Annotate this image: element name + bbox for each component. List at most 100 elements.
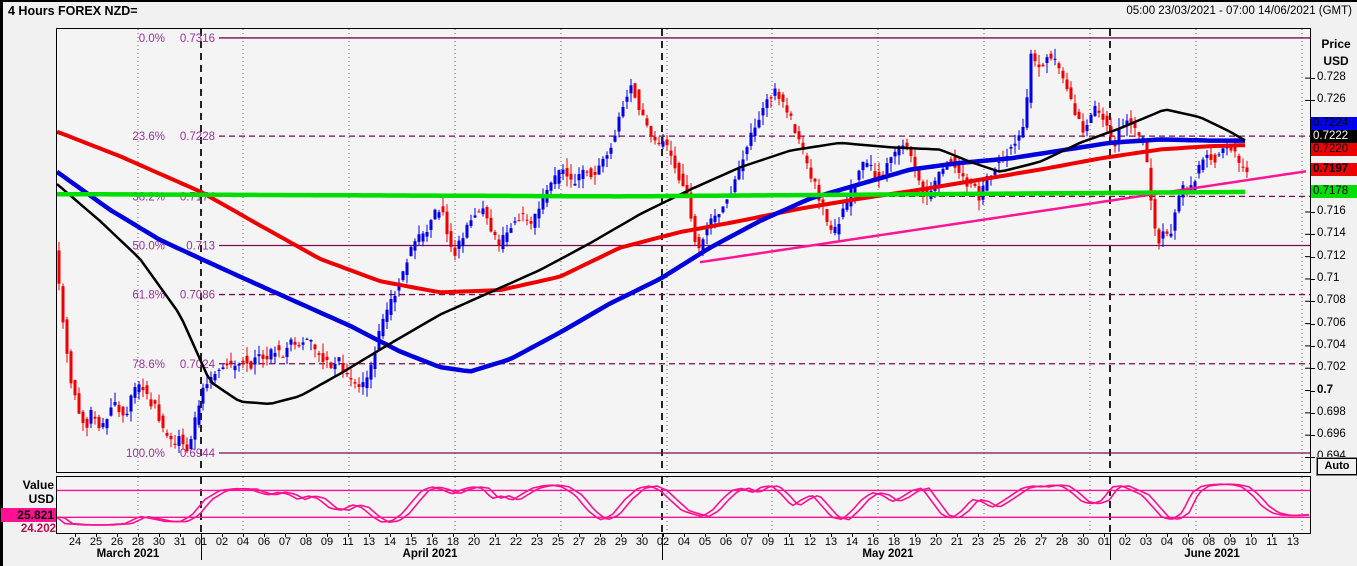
time-axis-tickmark bbox=[999, 533, 1000, 537]
time-axis-label: 14 bbox=[383, 536, 397, 548]
oscillator-line bbox=[57, 483, 1310, 526]
time-axis-tickmark bbox=[705, 533, 706, 537]
time-axis-label: 25 bbox=[992, 536, 1006, 548]
time-axis-label: 30 bbox=[1076, 536, 1090, 548]
green-line-badge: 0.7178 bbox=[1311, 185, 1357, 198]
time-axis-tickmark bbox=[873, 533, 874, 537]
time-axis-label: 23 bbox=[971, 536, 985, 548]
time-axis-tickmark bbox=[1104, 533, 1105, 537]
oscillator-line bbox=[57, 483, 1310, 526]
fib-pct-label: 100.0% bbox=[126, 448, 165, 460]
time-axis-label: 07 bbox=[278, 536, 292, 548]
price-axis-label: 0.714 bbox=[1317, 227, 1346, 240]
fib-value-label: 0.7024 bbox=[180, 359, 216, 371]
time-axis-tickmark bbox=[1041, 533, 1042, 537]
price-axis-label: 0.71 bbox=[1317, 271, 1340, 284]
chart-title: 4 Hours FOREX NZD= bbox=[8, 4, 138, 18]
time-axis-tickmark bbox=[831, 533, 832, 537]
time-axis-tickmark bbox=[453, 533, 454, 537]
time-axis-label: 03 bbox=[1139, 536, 1153, 548]
price-panel[interactable]: 0.0% 0.7316 23.6% 0.7228 38.2% 0.7174 50.0% 0.7… bbox=[56, 28, 1311, 473]
time-axis-label: 28 bbox=[1055, 536, 1069, 548]
time-axis-label: 15 bbox=[404, 536, 418, 548]
time-axis-tickmark bbox=[600, 533, 601, 537]
time-axis-label: 08 bbox=[1202, 536, 1216, 548]
time-axis-tickmark bbox=[138, 533, 139, 537]
time-axis-tickmark bbox=[369, 533, 370, 537]
price-axis-tickmark bbox=[1310, 368, 1315, 370]
time-axis-tickmark bbox=[1146, 533, 1147, 537]
time-axis-tickmark bbox=[495, 533, 496, 537]
time-axis-label: 16 bbox=[866, 536, 880, 548]
time-axis-tickmark bbox=[243, 533, 244, 537]
price-axis-title-line1: Price bbox=[1321, 37, 1351, 51]
time-axis-label: 30 bbox=[635, 536, 649, 548]
indicator-axis-title-line2: USD bbox=[28, 492, 54, 506]
price-axis-tickmark bbox=[1310, 278, 1315, 280]
fib-value-label: 0.7228 bbox=[180, 131, 215, 143]
time-axis-label: 27 bbox=[1034, 536, 1048, 548]
time-axis-label: 02 bbox=[215, 536, 229, 548]
price-axis-tickmark bbox=[1310, 435, 1315, 437]
time-axis-label: 06 bbox=[257, 536, 271, 548]
auto-scale-button[interactable]: Auto bbox=[1316, 457, 1357, 476]
time-axis-label: 27 bbox=[572, 536, 586, 548]
time-axis-label: 10 bbox=[1244, 536, 1258, 548]
fib-pct-label: 0.0% bbox=[139, 33, 165, 45]
time-axis-tickmark bbox=[159, 533, 160, 537]
time-axis-tickmark bbox=[117, 533, 118, 537]
time-axis-month-separator bbox=[1110, 533, 1111, 560]
time-axis-tickmark bbox=[1062, 533, 1063, 537]
price-axis-tickmark bbox=[1310, 323, 1315, 325]
time-axis-label: 13 bbox=[362, 536, 376, 548]
indicator-chart-svg[interactable] bbox=[57, 477, 1310, 533]
time-axis-tickmark bbox=[810, 533, 811, 537]
window-frame-left bbox=[0, 0, 3, 566]
fib-pct-label: 23.6% bbox=[132, 131, 165, 143]
time-axis-label: 14 bbox=[845, 536, 859, 548]
time-axis-tickmark bbox=[957, 533, 958, 537]
time-axis-label: 02 bbox=[656, 536, 670, 548]
time-axis-tickmark bbox=[852, 533, 853, 537]
time-axis-month-label: April 2021 bbox=[402, 548, 458, 560]
time-axis-tickmark bbox=[1125, 533, 1126, 537]
time-axis-label: 28 bbox=[593, 536, 607, 548]
indicator-panel[interactable] bbox=[56, 476, 1311, 534]
time-axis-label: 09 bbox=[761, 536, 775, 548]
fib-value-label: 0.7086 bbox=[180, 290, 215, 302]
price-axis-tickmark bbox=[1310, 457, 1315, 459]
time-axis-label: 25 bbox=[89, 536, 103, 548]
time-axis-label: 04 bbox=[236, 536, 250, 548]
time-axis-tickmark bbox=[1293, 533, 1294, 537]
time-axis-label: 04 bbox=[677, 536, 691, 548]
time-axis-label: 21 bbox=[950, 536, 964, 548]
time-axis-month-label: June 2021 bbox=[1184, 548, 1240, 560]
time-axis-label: 26 bbox=[1013, 536, 1027, 548]
time-axis-tickmark bbox=[558, 533, 559, 537]
time-axis-label: 22 bbox=[509, 536, 523, 548]
time-axis-tickmark bbox=[789, 533, 790, 537]
time-axis-tickmark bbox=[915, 533, 916, 537]
time-axis-tickmark bbox=[663, 533, 664, 537]
price-axis-label: 0.726 bbox=[1317, 93, 1346, 106]
time-axis-label: 30 bbox=[152, 536, 166, 548]
price-axis-tickmark bbox=[1310, 78, 1315, 80]
time-axis-label: 06 bbox=[719, 536, 733, 548]
time-axis-tickmark bbox=[579, 533, 580, 537]
blue-moving-average bbox=[57, 137, 1245, 374]
fib-pct-label: 50.0% bbox=[132, 240, 165, 252]
time-axis-tickmark bbox=[327, 533, 328, 537]
time-axis-tickmark bbox=[1167, 533, 1168, 537]
time-axis-month-label: May 2021 bbox=[862, 548, 914, 560]
chart-period-range: 05:00 23/03/2021 - 07:00 14/06/2021 (GMT… bbox=[1126, 5, 1352, 17]
price-axis-label: 0.728 bbox=[1317, 71, 1346, 84]
time-axis-label: 04 bbox=[1160, 536, 1174, 548]
red-moving-average bbox=[57, 129, 1246, 295]
price-axis-label: 0.7 bbox=[1317, 383, 1333, 396]
time-axis-tickmark bbox=[642, 533, 643, 537]
time-axis-tickmark bbox=[1209, 533, 1210, 537]
time-axis-tickmark bbox=[1188, 533, 1189, 537]
time-axis-label: 31 bbox=[173, 536, 187, 548]
fib-pct-label: 78.6% bbox=[132, 359, 165, 371]
